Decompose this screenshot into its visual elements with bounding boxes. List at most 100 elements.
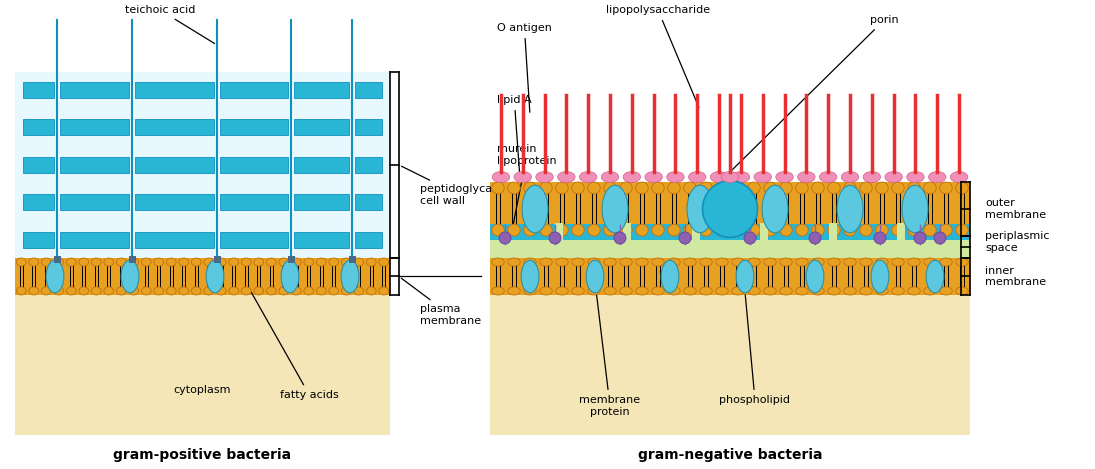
Ellipse shape	[523, 182, 537, 194]
Ellipse shape	[776, 172, 793, 182]
Ellipse shape	[668, 224, 680, 236]
Ellipse shape	[924, 287, 936, 295]
Ellipse shape	[780, 224, 793, 236]
Bar	[23, 82, 54, 98]
Ellipse shape	[956, 182, 968, 194]
Bar	[489, 182, 970, 236]
Ellipse shape	[16, 258, 26, 266]
Ellipse shape	[722, 172, 739, 182]
Ellipse shape	[178, 287, 188, 295]
Circle shape	[914, 232, 926, 244]
Ellipse shape	[636, 287, 648, 295]
Circle shape	[809, 232, 821, 244]
Ellipse shape	[796, 182, 808, 194]
Bar	[23, 120, 54, 136]
Ellipse shape	[620, 224, 632, 236]
Text: fatty acids: fatty acids	[252, 292, 338, 400]
Ellipse shape	[636, 182, 648, 194]
Ellipse shape	[54, 258, 64, 266]
Bar	[293, 232, 349, 248]
Ellipse shape	[885, 172, 902, 182]
Ellipse shape	[683, 258, 696, 266]
Bar	[489, 236, 970, 258]
Bar	[220, 157, 288, 173]
Ellipse shape	[523, 224, 537, 236]
Ellipse shape	[154, 287, 163, 295]
Ellipse shape	[940, 224, 953, 236]
Ellipse shape	[328, 258, 338, 266]
Bar	[220, 232, 288, 248]
Text: porin: porin	[731, 15, 899, 170]
Ellipse shape	[652, 224, 665, 236]
Bar	[293, 157, 349, 173]
Ellipse shape	[572, 287, 585, 295]
Ellipse shape	[266, 287, 276, 295]
Ellipse shape	[229, 287, 239, 295]
Ellipse shape	[636, 224, 648, 236]
Bar	[60, 195, 129, 211]
Ellipse shape	[929, 172, 946, 182]
Ellipse shape	[731, 258, 745, 266]
Ellipse shape	[116, 287, 126, 295]
Ellipse shape	[940, 182, 953, 194]
Ellipse shape	[828, 287, 840, 295]
Ellipse shape	[796, 287, 808, 295]
Ellipse shape	[652, 258, 665, 266]
Ellipse shape	[844, 258, 856, 266]
Ellipse shape	[716, 182, 728, 194]
Ellipse shape	[304, 287, 313, 295]
Ellipse shape	[908, 287, 920, 295]
Bar	[60, 232, 129, 248]
Ellipse shape	[876, 258, 888, 266]
Ellipse shape	[872, 260, 889, 293]
Bar	[135, 157, 214, 173]
Ellipse shape	[16, 287, 26, 295]
Ellipse shape	[535, 172, 553, 182]
Ellipse shape	[46, 260, 64, 293]
Ellipse shape	[379, 258, 389, 266]
Ellipse shape	[780, 258, 793, 266]
Ellipse shape	[623, 172, 641, 182]
Bar	[23, 157, 54, 173]
Bar	[54, 256, 61, 263]
Ellipse shape	[217, 287, 227, 295]
Bar	[60, 82, 129, 98]
Ellipse shape	[54, 287, 64, 295]
Ellipse shape	[508, 258, 520, 266]
Ellipse shape	[67, 287, 77, 295]
Ellipse shape	[241, 258, 251, 266]
Ellipse shape	[876, 182, 888, 194]
Ellipse shape	[683, 224, 696, 236]
Bar	[23, 195, 54, 211]
Ellipse shape	[492, 224, 504, 236]
Ellipse shape	[508, 287, 520, 295]
Ellipse shape	[860, 182, 873, 194]
Ellipse shape	[754, 172, 772, 182]
Bar	[293, 120, 349, 136]
Text: inner
membrane: inner membrane	[986, 266, 1046, 287]
Ellipse shape	[863, 172, 880, 182]
Circle shape	[874, 232, 886, 244]
Ellipse shape	[683, 182, 696, 194]
Ellipse shape	[748, 224, 760, 236]
Ellipse shape	[716, 287, 728, 295]
Bar	[355, 120, 382, 136]
Ellipse shape	[763, 182, 776, 194]
Ellipse shape	[588, 182, 600, 194]
Ellipse shape	[924, 258, 936, 266]
Text: periplasmic
space: periplasmic space	[986, 231, 1049, 253]
Ellipse shape	[924, 224, 936, 236]
Ellipse shape	[603, 182, 616, 194]
Ellipse shape	[508, 182, 520, 194]
Ellipse shape	[700, 287, 712, 295]
Ellipse shape	[689, 172, 706, 182]
Ellipse shape	[316, 287, 326, 295]
Ellipse shape	[811, 258, 825, 266]
Ellipse shape	[304, 258, 313, 266]
Ellipse shape	[540, 182, 552, 194]
Ellipse shape	[178, 258, 188, 266]
Bar	[293, 82, 349, 98]
Circle shape	[549, 232, 561, 244]
Ellipse shape	[924, 182, 936, 194]
Circle shape	[679, 232, 691, 244]
